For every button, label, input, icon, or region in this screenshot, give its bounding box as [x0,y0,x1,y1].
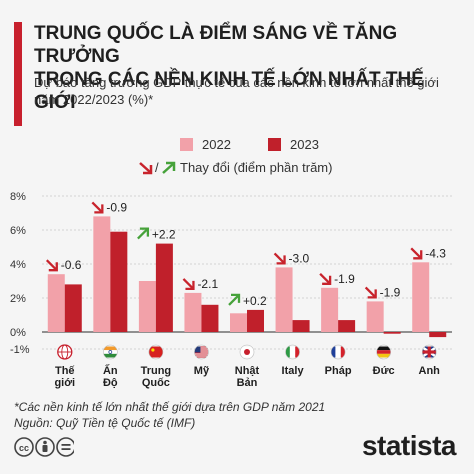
bar-2022 [230,313,247,332]
arrow-down-icon [91,201,104,214]
statista-logo: statista [361,430,457,461]
arrow-down-icon [45,259,58,272]
arrow-down-icon [364,286,377,299]
change-label: -1.9 [334,272,355,286]
chart-category-labels: Thế giới Ấn Độ Trung Quốc Mỹ Nhật Bản Italy Pháp Đứ… [54,364,440,389]
bar-2023 [201,304,219,332]
category-label: Mỹ [194,365,210,377]
bar-2022 [138,281,156,332]
chart-change-annotations: -0.6 -0.9 +2.2 -2.1 +0.2 -3.0 -1.9 -1.9 -4.3 [45,200,446,308]
bar-2023 [338,320,356,332]
china-flag-icon [148,344,164,360]
bar-2022 [93,216,111,332]
arrow-down-icon [410,247,423,260]
arrow-down-icon [319,272,332,285]
subtitle-line-2: năm 2022/2023 (%)* [34,92,154,107]
title-accent-bar [14,22,22,126]
change-label: +0.2 [243,294,267,308]
y-tick-label: -1% [10,344,30,356]
title-line-1: TRUNG QUỐC LÀ ĐIỂM SÁNG VỀ TĂNG TRƯỞNG [34,23,398,67]
bar-chart: 8% 6% 4% 2% 0% -1% -0.6 -0.9 +2.2 -2.1 +0.2 -3.0 -1… [10,191,452,389]
france-flag-icon [330,344,346,360]
globe-icon [57,344,73,360]
change-label: -1.9 [380,285,401,299]
bar-2022 [275,267,293,332]
category-label: Đức [373,365,395,377]
legend-2022-swatch [180,138,193,151]
legend-change-label: Thay đổi (điểm phần trăm) [180,160,333,175]
y-tick-label: 0% [10,327,26,339]
legend-change-arrows-icon: / [139,160,176,175]
y-tick-label: 4% [10,259,26,271]
cc-icon: cc [14,437,34,457]
india-flag-icon [103,344,118,360]
y-tick-label: 8% [10,191,26,203]
bar-2023 [429,332,447,338]
legend-2023-swatch [268,138,281,151]
uk-flag-icon [421,344,437,360]
usa-flag-icon [194,344,209,360]
bar-2023 [383,332,401,334]
footnote: *Các nền kinh tế lớn nhất thế giới dựa t… [14,400,326,414]
attribution-icon [35,437,55,457]
category-label: Ấn Độ [103,364,118,389]
category-label: Anh [419,365,441,377]
bar-2023 [292,320,310,332]
change-label: -0.9 [106,200,127,214]
change-label: -4.3 [425,246,446,260]
bar-2023 [247,309,264,332]
bar-2022 [366,301,384,332]
chart-bars [47,216,447,338]
category-label: Pháp [325,365,352,377]
legend-2022-label: 2022 [202,137,231,152]
svg-text:/: / [155,160,159,175]
bar-2022 [184,292,202,332]
bar-2022 [412,262,430,332]
germany-flag-icon [376,344,391,360]
chart-title: TRUNG QUỐC LÀ ĐIỂM SÁNG VỀ TĂNG TRƯỞNG T… [34,22,464,114]
creative-commons-icons: cc [14,437,74,457]
arrow-up-icon [137,227,150,240]
y-tick-label: 6% [10,225,26,237]
change-label: -3.0 [289,251,310,265]
change-label: +2.2 [152,228,176,242]
italy-flag-icon [285,344,300,360]
legend-2023-label: 2023 [290,137,319,152]
bar-2022 [47,274,65,332]
category-label: Trung Quốc [141,365,172,389]
category-label: Italy [282,365,305,377]
arrow-down-icon [273,252,286,265]
y-tick-label: 2% [10,293,26,305]
chart-subtitle: Dự báo tăng trưởng GDP thực tế của các n… [34,74,464,108]
svg-text:cc: cc [19,443,29,453]
arrow-up-icon [228,293,241,306]
source-note: Nguồn: Quỹ Tiền tệ Quốc tế (IMF) [14,416,196,430]
japan-flag-icon [239,344,255,360]
bar-2023 [64,284,82,332]
no-derivatives-icon [56,437,74,457]
bar-2023 [110,231,128,332]
category-label: Thế giới [54,365,75,389]
change-label: -2.1 [197,277,218,291]
bar-2023 [155,243,173,332]
chart-flags [57,344,437,360]
change-label: -0.6 [61,258,82,272]
title-line-2: TRONG CÁC NỀN KINH TẾ LỚN NHẤT THẾ GIỚI [34,69,424,113]
arrow-down-icon [182,278,195,291]
bar-2022 [321,287,339,332]
category-label: Nhật Bản [235,365,260,389]
subtitle-line-1: Dự báo tăng trưởng GDP thực tế của các n… [34,75,439,90]
